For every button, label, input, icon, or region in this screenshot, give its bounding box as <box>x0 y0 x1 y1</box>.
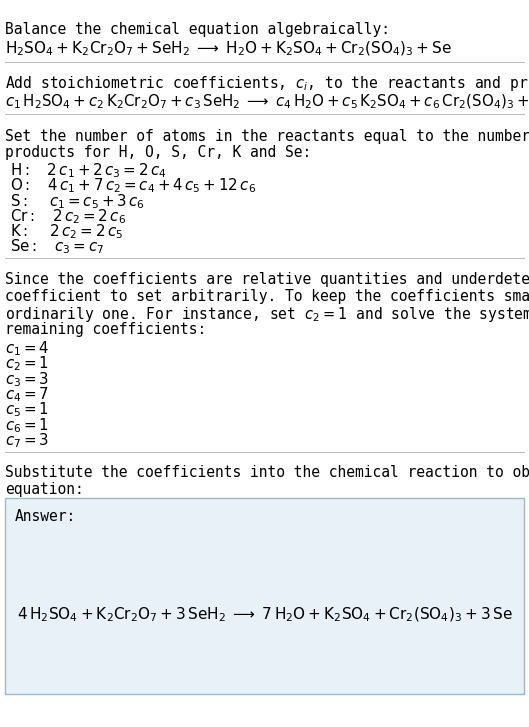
Text: Set the number of atoms in the reactants equal to the number of atoms in the: Set the number of atoms in the reactants… <box>5 129 529 144</box>
Text: $\mathrm{Cr:}\quad 2\,c_2 = 2\,c_6$: $\mathrm{Cr:}\quad 2\,c_2 = 2\,c_6$ <box>10 207 126 226</box>
Text: $c_1 = 4$: $c_1 = 4$ <box>5 340 50 358</box>
Text: coefficient to set arbitrarily. To keep the coefficients small, the arbitrary va: coefficient to set arbitrarily. To keep … <box>5 289 529 304</box>
Text: $\mathrm{S:}\quad\; c_1 = c_5 + 3\,c_6$: $\mathrm{S:}\quad\; c_1 = c_5 + 3\,c_6$ <box>10 192 144 211</box>
Text: $c_7 = 3$: $c_7 = 3$ <box>5 431 49 450</box>
Text: $\mathrm{K:}\quad\; 2\,c_2 = 2\,c_5$: $\mathrm{K:}\quad\; 2\,c_2 = 2\,c_5$ <box>10 222 123 241</box>
Text: Answer:: Answer: <box>15 509 76 524</box>
Text: equation:: equation: <box>5 482 84 497</box>
FancyBboxPatch shape <box>5 498 524 694</box>
Text: $c_6 = 1$: $c_6 = 1$ <box>5 416 49 435</box>
Text: ordinarily one. For instance, set $c_2 = 1$ and solve the system of equations fo: ordinarily one. For instance, set $c_2 =… <box>5 305 529 324</box>
Text: Since the coefficients are relative quantities and underdetermined, choose a: Since the coefficients are relative quan… <box>5 272 529 287</box>
Text: $c_1\,\mathrm{H_2SO_4} + c_2\,\mathrm{K_2Cr_2O_7} + c_3\,\mathrm{SeH_2} \;\longr: $c_1\,\mathrm{H_2SO_4} + c_2\,\mathrm{K_… <box>5 93 529 111</box>
Text: Substitute the coefficients into the chemical reaction to obtain the balanced: Substitute the coefficients into the che… <box>5 465 529 481</box>
Text: $c_4 = 7$: $c_4 = 7$ <box>5 385 49 404</box>
Text: $\mathrm{H:}\quad 2\,c_1 + 2\,c_3 = 2\,c_4$: $\mathrm{H:}\quad 2\,c_1 + 2\,c_3 = 2\,c… <box>10 161 166 180</box>
Text: $4\,\mathrm{H_2SO_4} + \mathrm{K_2Cr_2O_7} + 3\,\mathrm{SeH_2} \;\longrightarrow: $4\,\mathrm{H_2SO_4} + \mathrm{K_2Cr_2O_… <box>16 605 513 624</box>
Text: $c_3 = 3$: $c_3 = 3$ <box>5 370 49 389</box>
Text: Add stoichiometric coefficients, $c_i$, to the reactants and products:: Add stoichiometric coefficients, $c_i$, … <box>5 74 529 93</box>
Text: $\mathrm{Se:}\quad c_3 = c_7$: $\mathrm{Se:}\quad c_3 = c_7$ <box>10 238 104 257</box>
Text: Balance the chemical equation algebraically:: Balance the chemical equation algebraica… <box>5 22 390 37</box>
Text: $\mathrm{O:}\quad 4\,c_1 + 7\,c_2 = c_4 + 4\,c_5 + 12\,c_6$: $\mathrm{O:}\quad 4\,c_1 + 7\,c_2 = c_4 … <box>10 177 256 196</box>
Text: products for H, O, S, Cr, K and Se:: products for H, O, S, Cr, K and Se: <box>5 145 312 161</box>
Text: remaining coefficients:: remaining coefficients: <box>5 322 206 337</box>
Text: $c_5 = 1$: $c_5 = 1$ <box>5 401 49 419</box>
Text: $c_2 = 1$: $c_2 = 1$ <box>5 355 49 374</box>
Text: $\mathrm{H_2SO_4 + K_2Cr_2O_7 + SeH_2 \;\longrightarrow\; H_2O + K_2SO_4 + Cr_2(: $\mathrm{H_2SO_4 + K_2Cr_2O_7 + SeH_2 \;… <box>5 40 452 58</box>
